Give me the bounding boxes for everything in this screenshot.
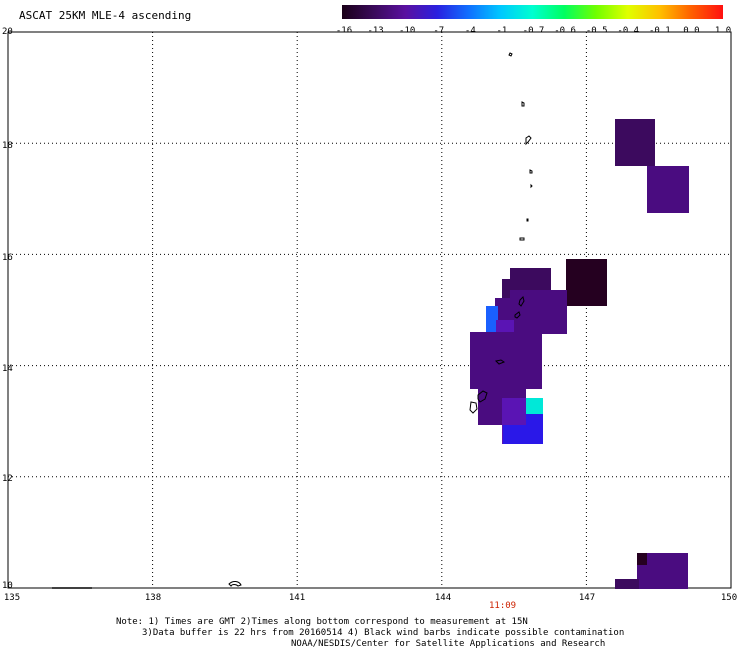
colorbar-tick-label: -0.4 <box>617 26 640 36</box>
data-cell <box>615 579 639 589</box>
island-outline <box>525 135 532 146</box>
data-cell <box>486 306 498 332</box>
lon-label-141: 141 <box>288 593 306 603</box>
lat-label-20: 20 <box>2 27 13 37</box>
island-outline <box>469 401 478 414</box>
note-line-1: Note: 1) Times are GMT 2)Times along bot… <box>116 617 528 627</box>
data-cell <box>526 414 543 444</box>
data-cell <box>615 119 655 166</box>
lon-label-144: 144 <box>434 593 452 603</box>
map-title: ASCAT 25KM MLE-4 ascending <box>19 9 192 22</box>
map-frame <box>7 31 732 589</box>
data-cell <box>566 259 607 306</box>
colorbar-tick-label: -4 <box>464 26 476 36</box>
island-outline <box>526 218 529 222</box>
data-cell <box>503 425 526 444</box>
note-line-2: 3)Data buffer is 22 hrs from 20160514 4)… <box>142 628 625 638</box>
island-outline <box>494 359 506 365</box>
island-outline <box>477 390 488 403</box>
colorbar-tick-label: -0.7 <box>522 26 545 36</box>
data-cell <box>647 166 689 213</box>
note-line-3: NOAA/NESDIS/Center for Satellite Applica… <box>291 639 606 649</box>
lat-label-16: 16 <box>2 253 13 263</box>
colorbar-tick-label: -1 <box>496 26 508 36</box>
island-outline <box>518 296 525 307</box>
lon-label-135: 135 <box>3 593 21 603</box>
colorbar-tick-label: -0.1 <box>648 26 671 36</box>
lat-label-18: 18 <box>2 141 13 151</box>
island-outline <box>514 311 521 319</box>
lat-label-12: 12 <box>2 474 13 484</box>
lon-label-138: 138 <box>144 593 162 603</box>
colorbar-tick-label: 1.0 <box>714 26 732 36</box>
island-outline <box>530 183 533 189</box>
island-outline <box>521 101 525 107</box>
lat-label-10: 10 <box>2 581 13 591</box>
colorbar-tick-label: -16 <box>335 26 353 36</box>
island-outline <box>529 169 533 174</box>
colorbar-tick-label: -13 <box>367 26 384 36</box>
island-outline <box>508 52 513 57</box>
colorbar-tick-label: -10 <box>399 26 416 36</box>
colorbar-tick-label: 0.0 <box>683 26 700 36</box>
colorbar-tick-label: -0.5 <box>585 26 608 36</box>
lon-label-147: 147 <box>578 593 596 603</box>
colorbar <box>342 5 723 19</box>
lat-label-14: 14 <box>2 364 13 374</box>
data-cell <box>470 332 542 389</box>
colorbar-gradient <box>342 5 723 19</box>
colorbar-labels: -16 -13 -10 -7 -4 -1 -0.7 -0.6 -0.5 -0.4 -0.1 0.0 1.… <box>330 26 735 38</box>
lon-label-150: 150 <box>720 593 738 603</box>
island-outline <box>228 581 242 587</box>
pass-time: 11:09 <box>489 601 517 611</box>
data-cell <box>526 398 543 414</box>
colorbar-tick-label: -0.6 <box>554 26 576 36</box>
data-cell <box>637 553 647 565</box>
island-outline <box>519 237 525 241</box>
colorbar-tick-label: -7 <box>433 26 445 36</box>
